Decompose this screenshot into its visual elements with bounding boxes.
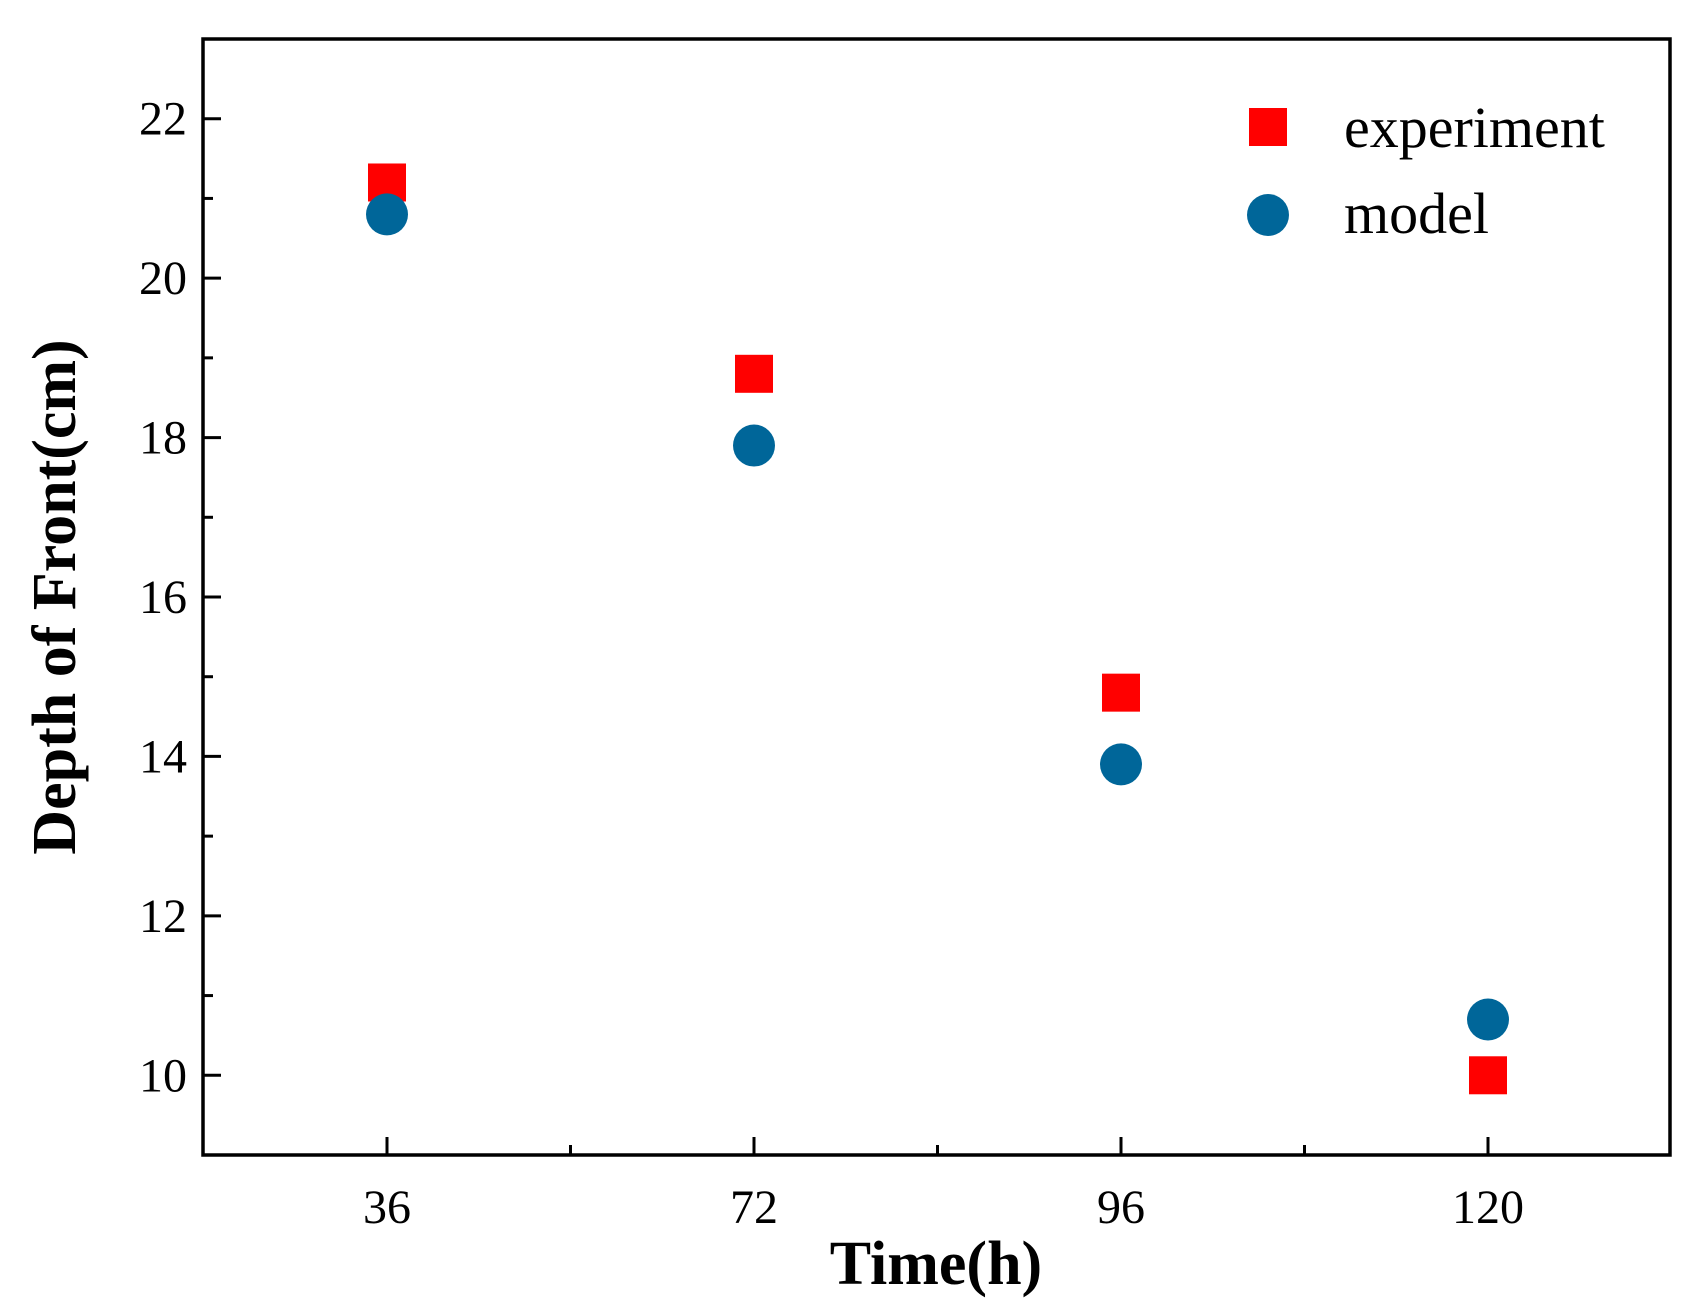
y-axis: 10 12 14 16 18 20 22 [139, 37, 221, 1157]
y-tick-label: 18 [139, 412, 187, 465]
x-tick-label: 96 [1097, 1181, 1145, 1234]
y-tick-label: 22 [139, 93, 187, 146]
x-axis: 36 72 96 120 [363, 1137, 1524, 1234]
legend: experiment model [1247, 95, 1605, 246]
experiment-point [735, 354, 773, 393]
model-point [1467, 998, 1509, 1041]
series-experiment [368, 163, 1507, 1095]
y-axis-title: Depth of Front(cm) [21, 339, 89, 854]
x-tick-label: 36 [363, 1181, 411, 1234]
legend-label-experiment: experiment [1344, 95, 1605, 160]
model-point [1100, 743, 1142, 786]
y-tick-label: 12 [139, 890, 187, 943]
x-tick-label: 120 [1452, 1181, 1524, 1234]
model-point [733, 424, 775, 467]
x-axis-title: Time(h) [830, 1230, 1042, 1298]
data-series [366, 163, 1509, 1095]
experiment-point [1102, 673, 1140, 712]
experiment-point [1469, 1056, 1507, 1095]
y-tick-label: 20 [139, 252, 187, 305]
series-model [366, 193, 1509, 1041]
x-tick-label: 72 [730, 1181, 778, 1234]
legend-marker-model [1247, 194, 1289, 236]
legend-label-model: model [1344, 181, 1489, 246]
y-tick-label: 16 [139, 571, 187, 624]
y-tick-label: 14 [139, 730, 187, 783]
model-point [366, 193, 408, 236]
y-tick-label: 10 [139, 1049, 187, 1102]
legend-marker-experiment [1249, 108, 1287, 146]
